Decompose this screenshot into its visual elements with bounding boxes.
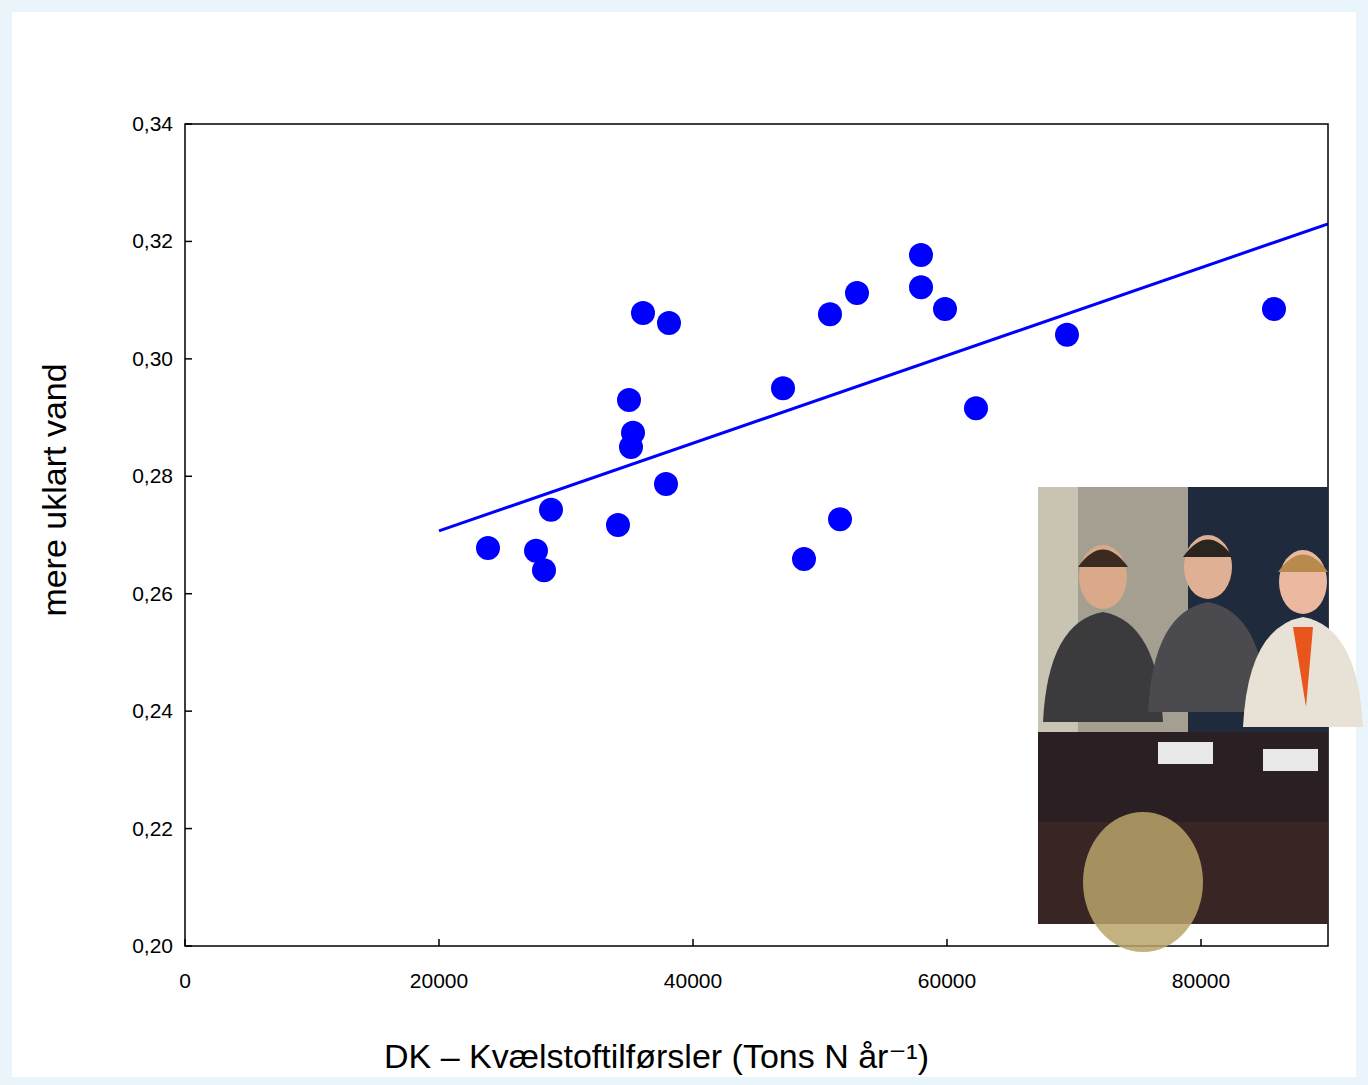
point [964,396,988,420]
page-border [0,0,1368,1085]
x-tick-label: 60000 [918,969,976,992]
y-axis-title: mere uklart vand [35,363,73,616]
y-tick [185,476,192,478]
photo-scarf [1293,627,1313,707]
point [845,281,869,305]
point [631,301,655,325]
y-tick-label: 0,26 [132,582,173,605]
y-tick [185,241,192,243]
point [657,311,681,335]
point [617,388,641,412]
y-tick-label: 0,20 [132,934,173,957]
background [12,12,1356,1077]
y-tick-label: 0,32 [132,229,173,252]
point [909,275,933,299]
point [771,376,795,400]
photo-inset [1038,487,1363,952]
y-tick-label: 0,22 [132,817,173,840]
photo-head [1279,550,1327,614]
x-tick-label: 40000 [664,969,722,992]
point [909,243,933,267]
x-tick-label: 0 [179,969,191,992]
y-tick [185,358,192,360]
y-tick [185,710,192,712]
photo-person [1043,612,1163,722]
point [532,558,556,582]
photo-hair [1078,550,1128,568]
point [1262,297,1286,321]
trend-line [439,224,1328,531]
chart: 0,20 0,22 0,24 0,26 0,28 0,30 0,32 0,34 0 20000 40… [0,0,1368,1085]
y-tick [185,828,192,830]
point [818,302,842,326]
point [654,472,678,496]
photo-namecard [1263,749,1318,771]
x-tick [1200,939,1202,946]
photo-blur-head [1083,812,1203,952]
x-axis-title: DK – Kvælstoftilførsler (Tons N år⁻¹) [384,1037,929,1075]
photo-hair [1183,540,1233,558]
x-tick [692,939,694,946]
point [539,498,563,522]
photo-head [1079,545,1127,609]
y-tick-label: 0,34 [132,112,173,135]
photo-hair [1278,555,1328,573]
point [1055,323,1079,347]
photo-head [1184,535,1232,599]
point [476,536,500,560]
photo-person [1243,617,1363,727]
y-tick-label: 0,30 [132,347,173,370]
photo-namecard [1158,742,1213,764]
y-tick [185,593,192,595]
x-tick [946,939,948,946]
point [828,507,852,531]
point [792,547,816,571]
x-tick-label: 20000 [410,969,468,992]
x-tick-label: 80000 [1172,969,1230,992]
point [606,513,630,537]
point [619,435,643,459]
point [933,297,957,321]
x-tick [438,939,440,946]
y-tick-label: 0,28 [132,464,173,487]
y-tick-label: 0,24 [132,699,173,722]
photo-table [1038,732,1328,822]
